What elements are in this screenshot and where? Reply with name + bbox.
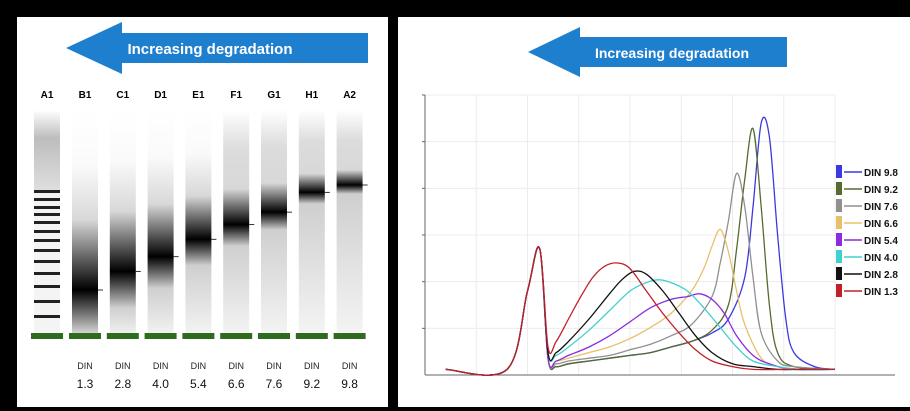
ladder-smear [34, 110, 60, 190]
marker-band-H1 [295, 333, 328, 339]
ladder-band [34, 249, 60, 252]
marker-band-C1 [106, 333, 139, 339]
marker-band-A2 [333, 333, 366, 339]
marker-band-D1 [144, 333, 177, 339]
legend-swatch-din-6-6 [836, 216, 842, 229]
lane-label-D1: D1 [154, 90, 167, 101]
marker-band-F1 [220, 333, 253, 339]
legend-swatch-din-7-6 [836, 199, 842, 212]
ladder-band [34, 221, 60, 224]
banner-bar [572, 37, 787, 67]
lane-label-A2: A2 [343, 90, 356, 101]
ladder-band [34, 206, 60, 209]
ladder-band [34, 260, 60, 263]
left-arrow-icon [528, 27, 580, 77]
grid [422, 94, 836, 375]
ladder-band [34, 190, 60, 193]
legend-swatch-din-5-4 [836, 233, 842, 246]
legend-swatch-din-9-2 [836, 182, 842, 195]
banner-label: Increasing degradation [127, 41, 292, 58]
lane-label-E1: E1 [192, 90, 205, 101]
legend-label-din-6-6: DIN 6.6 [864, 219, 898, 230]
chart-title: Increasing degradation [595, 45, 749, 61]
din-label: DIN [342, 361, 358, 371]
right-banner: Increasing degradation [528, 27, 787, 77]
ladder-band [34, 285, 60, 288]
ladder-band [34, 315, 60, 318]
legend-swatch-din-4-0 [836, 250, 842, 263]
lane-label-F1: F1 [230, 90, 242, 101]
plot-area [422, 94, 895, 376]
din-label: DIN [191, 361, 207, 371]
legend-label-din-2-8: DIN 2.8 [864, 270, 898, 281]
ladder-band [34, 198, 60, 201]
legend-swatch-din-2-8 [836, 267, 842, 280]
gel-lane-G1 [261, 110, 287, 338]
lane-label-C1: C1 [116, 90, 129, 101]
ladder-band [34, 272, 60, 275]
lane-label-B1: B1 [79, 90, 92, 101]
legend-label-din-5-4: DIN 5.4 [864, 236, 898, 247]
din-label: DIN [153, 361, 169, 371]
din-value-H1: 9.2 [303, 377, 320, 391]
ladder-band [34, 230, 60, 233]
legend-label-din-4-0: DIN 4.0 [864, 253, 898, 264]
legend-label-din-9-2: DIN 9.2 [864, 185, 898, 196]
din-value-B1: 1.3 [77, 377, 94, 391]
gel-lanes [31, 110, 368, 339]
marker-band-B1 [69, 333, 101, 339]
din-label: DIN [115, 361, 131, 371]
din-label: DIN [228, 361, 244, 371]
din-label: DIN [304, 361, 320, 371]
lane-label-G1: G1 [267, 90, 281, 101]
legend-swatch-din-9-8 [836, 165, 842, 178]
din-value-C1: 2.8 [114, 377, 131, 391]
din-labels: DIN 1.3 DIN 2.8 DIN 4.0 DIN 5.4 DIN 6.6 DIN 7.6 DIN 9… [77, 361, 359, 391]
din-value-D1: 4.0 [152, 377, 169, 391]
gel-lane-A2 [336, 110, 363, 338]
din-value-E1: 5.4 [190, 377, 207, 391]
gel-lane-H1 [298, 110, 325, 338]
gel-lane-B1 [72, 110, 98, 338]
left-banner: Increasing degradation [66, 22, 368, 74]
legend-label-din-7-6: DIN 7.6 [864, 202, 898, 213]
marker-band-G1 [258, 333, 290, 339]
gel-lane-D1 [147, 110, 174, 338]
legend-label-din-1-3: DIN 1.3 [864, 287, 898, 298]
marker-band-E1 [182, 333, 215, 339]
ladder-marker-band [31, 333, 63, 339]
ladder-band [34, 213, 60, 216]
din-value-G1: 7.6 [266, 377, 283, 391]
lane-labels: A1 B1 C1 D1 E1 F1 G1 H1 A2 [41, 90, 357, 101]
ladder-band [34, 239, 60, 242]
din-label: DIN [77, 361, 93, 371]
lane-label-A1: A1 [41, 90, 54, 101]
ladder-band [34, 300, 60, 303]
din-value-A2: 9.8 [341, 377, 358, 391]
series-line-din-1-3 [445, 246, 835, 376]
gel-lane-C1 [109, 110, 136, 338]
din-label: DIN [266, 361, 282, 371]
din-value-F1: 6.6 [228, 377, 245, 391]
legend-label-din-9-8: DIN 9.8 [864, 168, 898, 179]
legend-swatch-din-1-3 [836, 284, 842, 297]
left-arrow-icon [66, 22, 122, 74]
gel-lane-E1 [185, 110, 212, 338]
legend: DIN 9.8 DIN 9.2 DIN 7.6 DIN 6.6 DIN 5.4 DIN 4… [836, 165, 898, 298]
banner-bar [118, 33, 368, 63]
series-lines [445, 116, 836, 376]
gel-lane-F1 [223, 110, 250, 338]
lane-label-H1: H1 [305, 90, 318, 101]
